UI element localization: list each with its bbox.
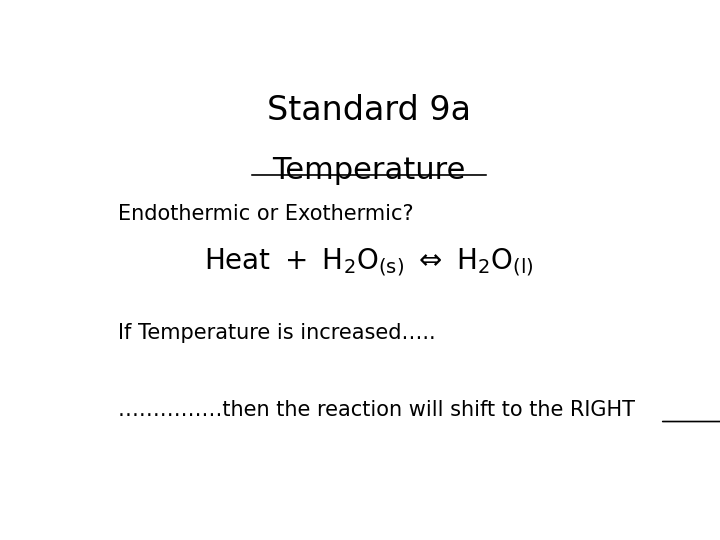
Text: Standard 9a: Standard 9a [267,94,471,127]
Text: Endothermic or Exothermic?: Endothermic or Exothermic? [118,204,413,224]
Text: ……………then the reaction will shift to the RIGHT: ……………then the reaction will shift to the… [118,400,635,420]
Text: $\mathrm{Heat\ +\ H_2O_{(s)}\ \Leftrightarrow\ H_2O_{(l)}}$: $\mathrm{Heat\ +\ H_2O_{(s)}\ \Leftright… [204,246,534,278]
Text: Temperature: Temperature [272,156,466,185]
Text: If Temperature is increased…..: If Temperature is increased….. [118,322,436,342]
